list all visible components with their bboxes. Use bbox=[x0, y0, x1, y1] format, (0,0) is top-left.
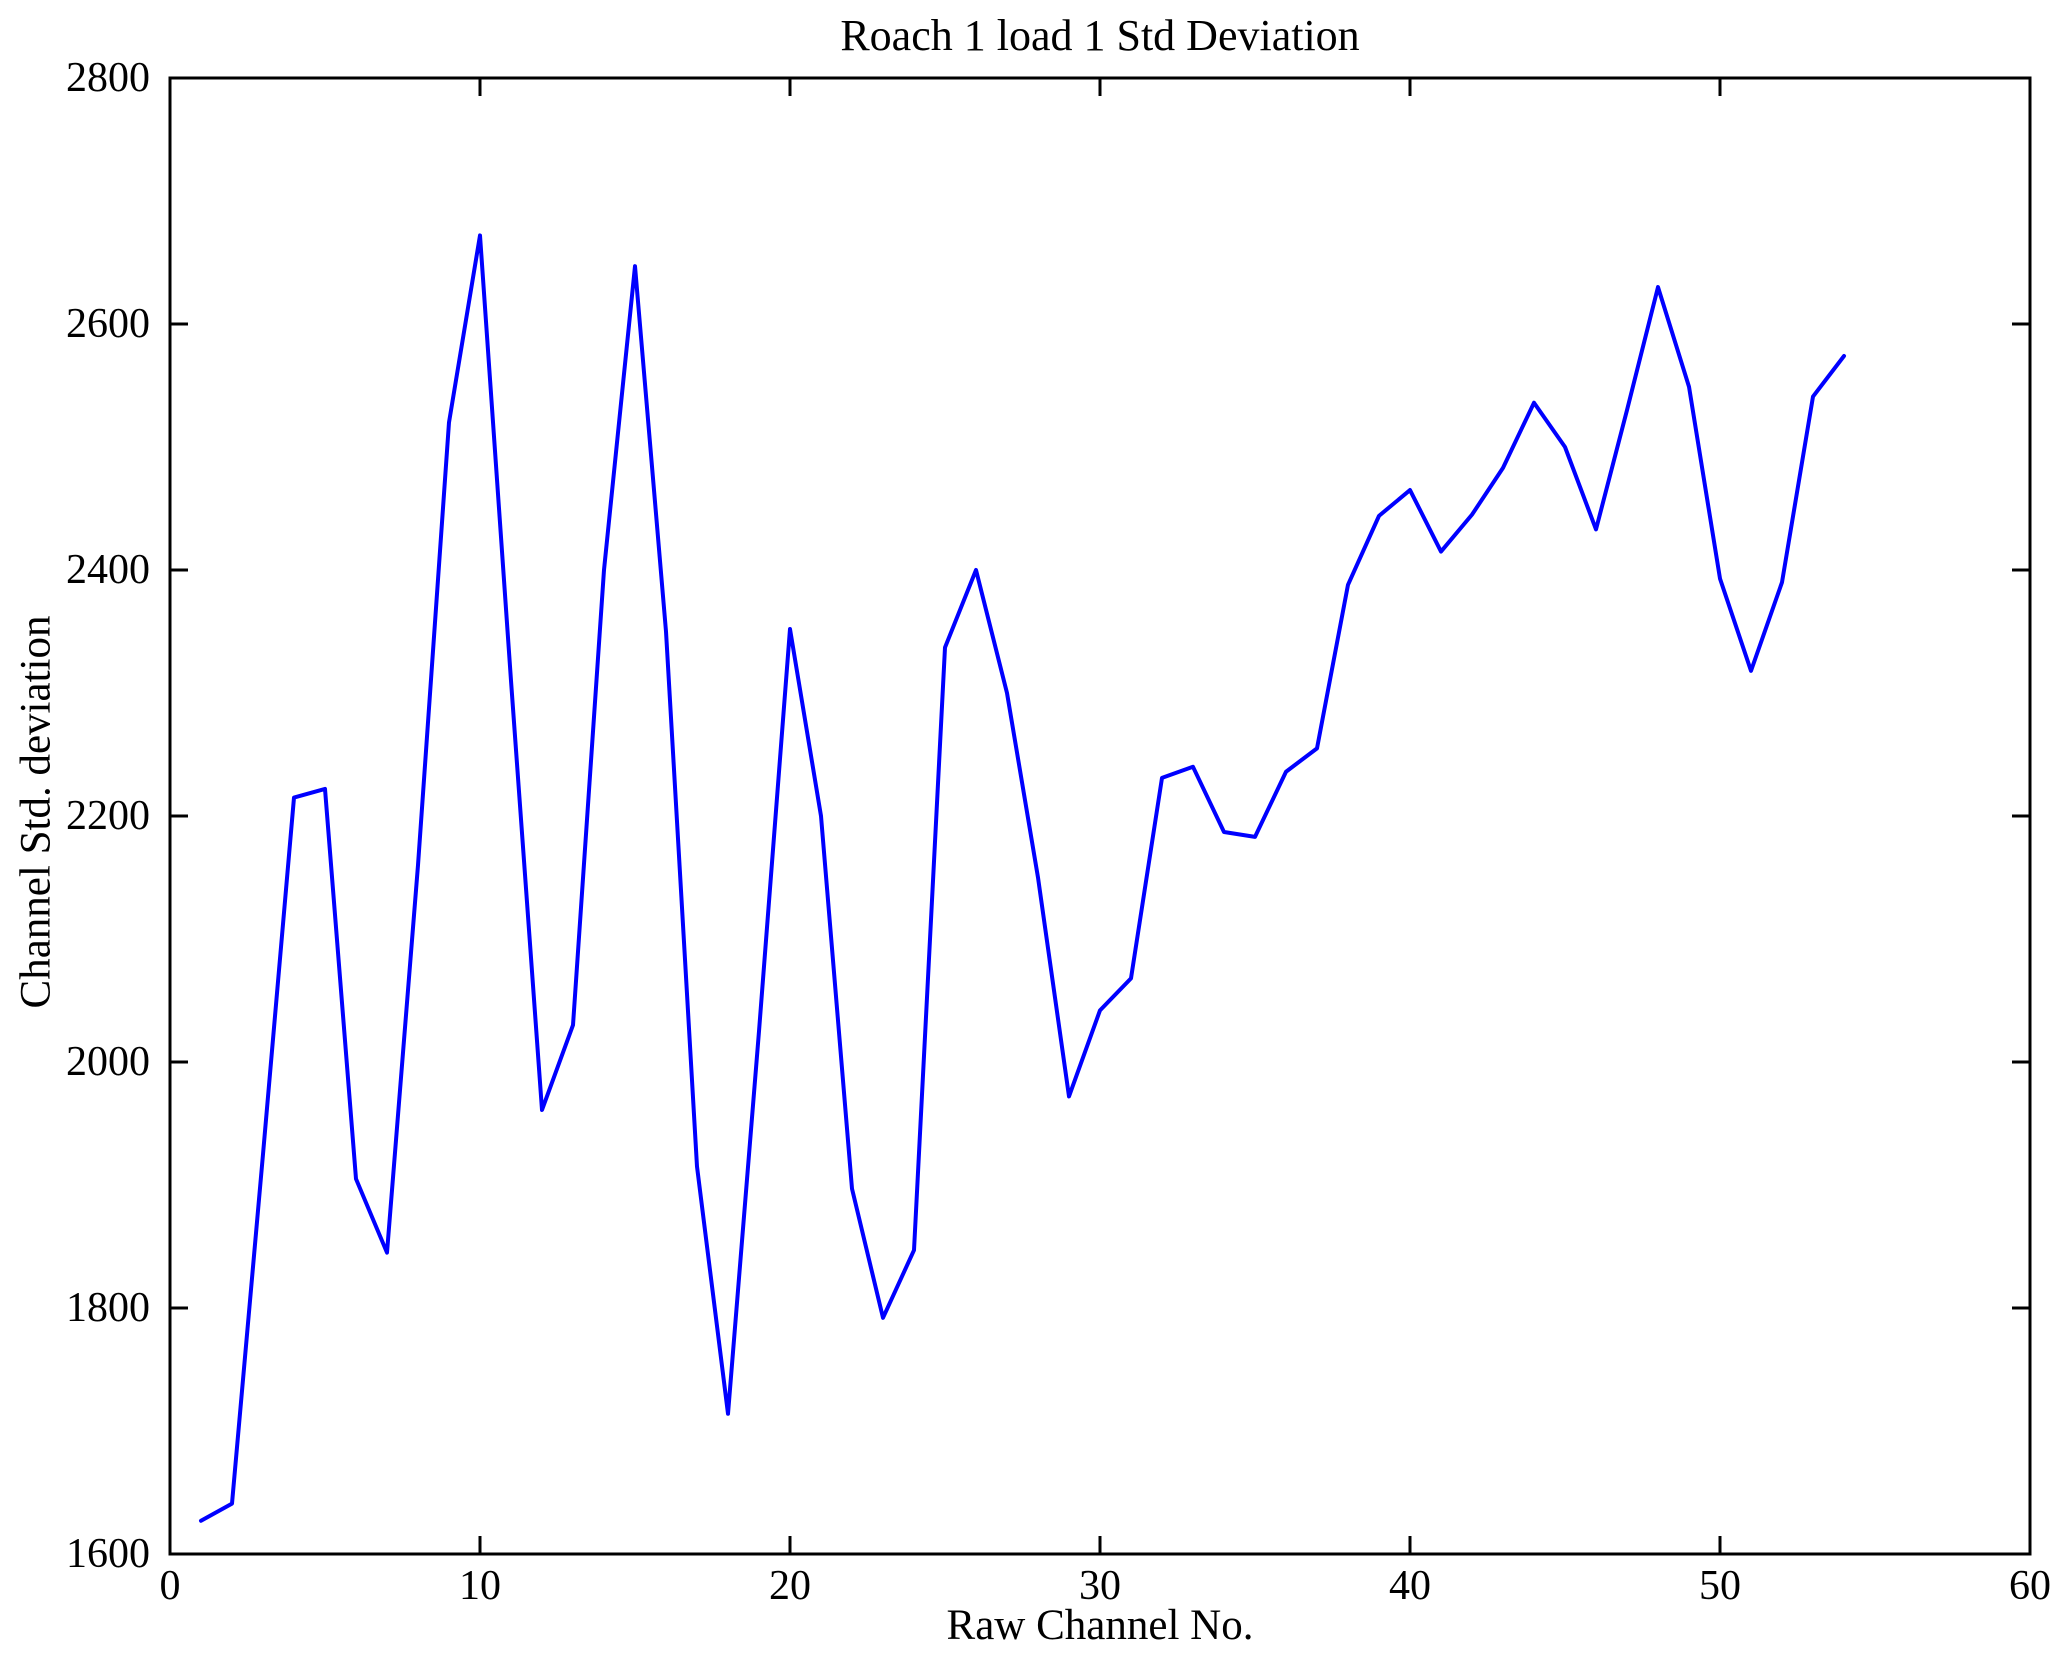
chart-title: Roach 1 load 1 Std Deviation bbox=[840, 11, 1360, 60]
plot-border bbox=[168, 76, 2032, 1556]
x-tick-label: 30 bbox=[1079, 1563, 1121, 1609]
y-tick-label: 2200 bbox=[66, 793, 150, 839]
y-tick-label: 2400 bbox=[66, 547, 150, 593]
x-tick-label: 50 bbox=[1699, 1563, 1741, 1609]
y-tick-label: 1800 bbox=[66, 1285, 150, 1331]
y-tick-label: 1600 bbox=[66, 1531, 150, 1577]
y-tick-label: 2000 bbox=[66, 1039, 150, 1085]
data-line bbox=[199, 233, 1846, 1523]
x-tick-label: 10 bbox=[459, 1563, 501, 1609]
y-tick-label: 2600 bbox=[66, 301, 150, 347]
y-tick-label: 2800 bbox=[66, 55, 150, 101]
x-tick-label: 20 bbox=[769, 1563, 811, 1609]
x-tick-label: 60 bbox=[2009, 1563, 2051, 1609]
x-tick-label: 0 bbox=[160, 1563, 181, 1609]
x-axis-label: Raw Channel No. bbox=[946, 1602, 1254, 1649]
x-tick-label: 40 bbox=[1389, 1563, 1431, 1609]
